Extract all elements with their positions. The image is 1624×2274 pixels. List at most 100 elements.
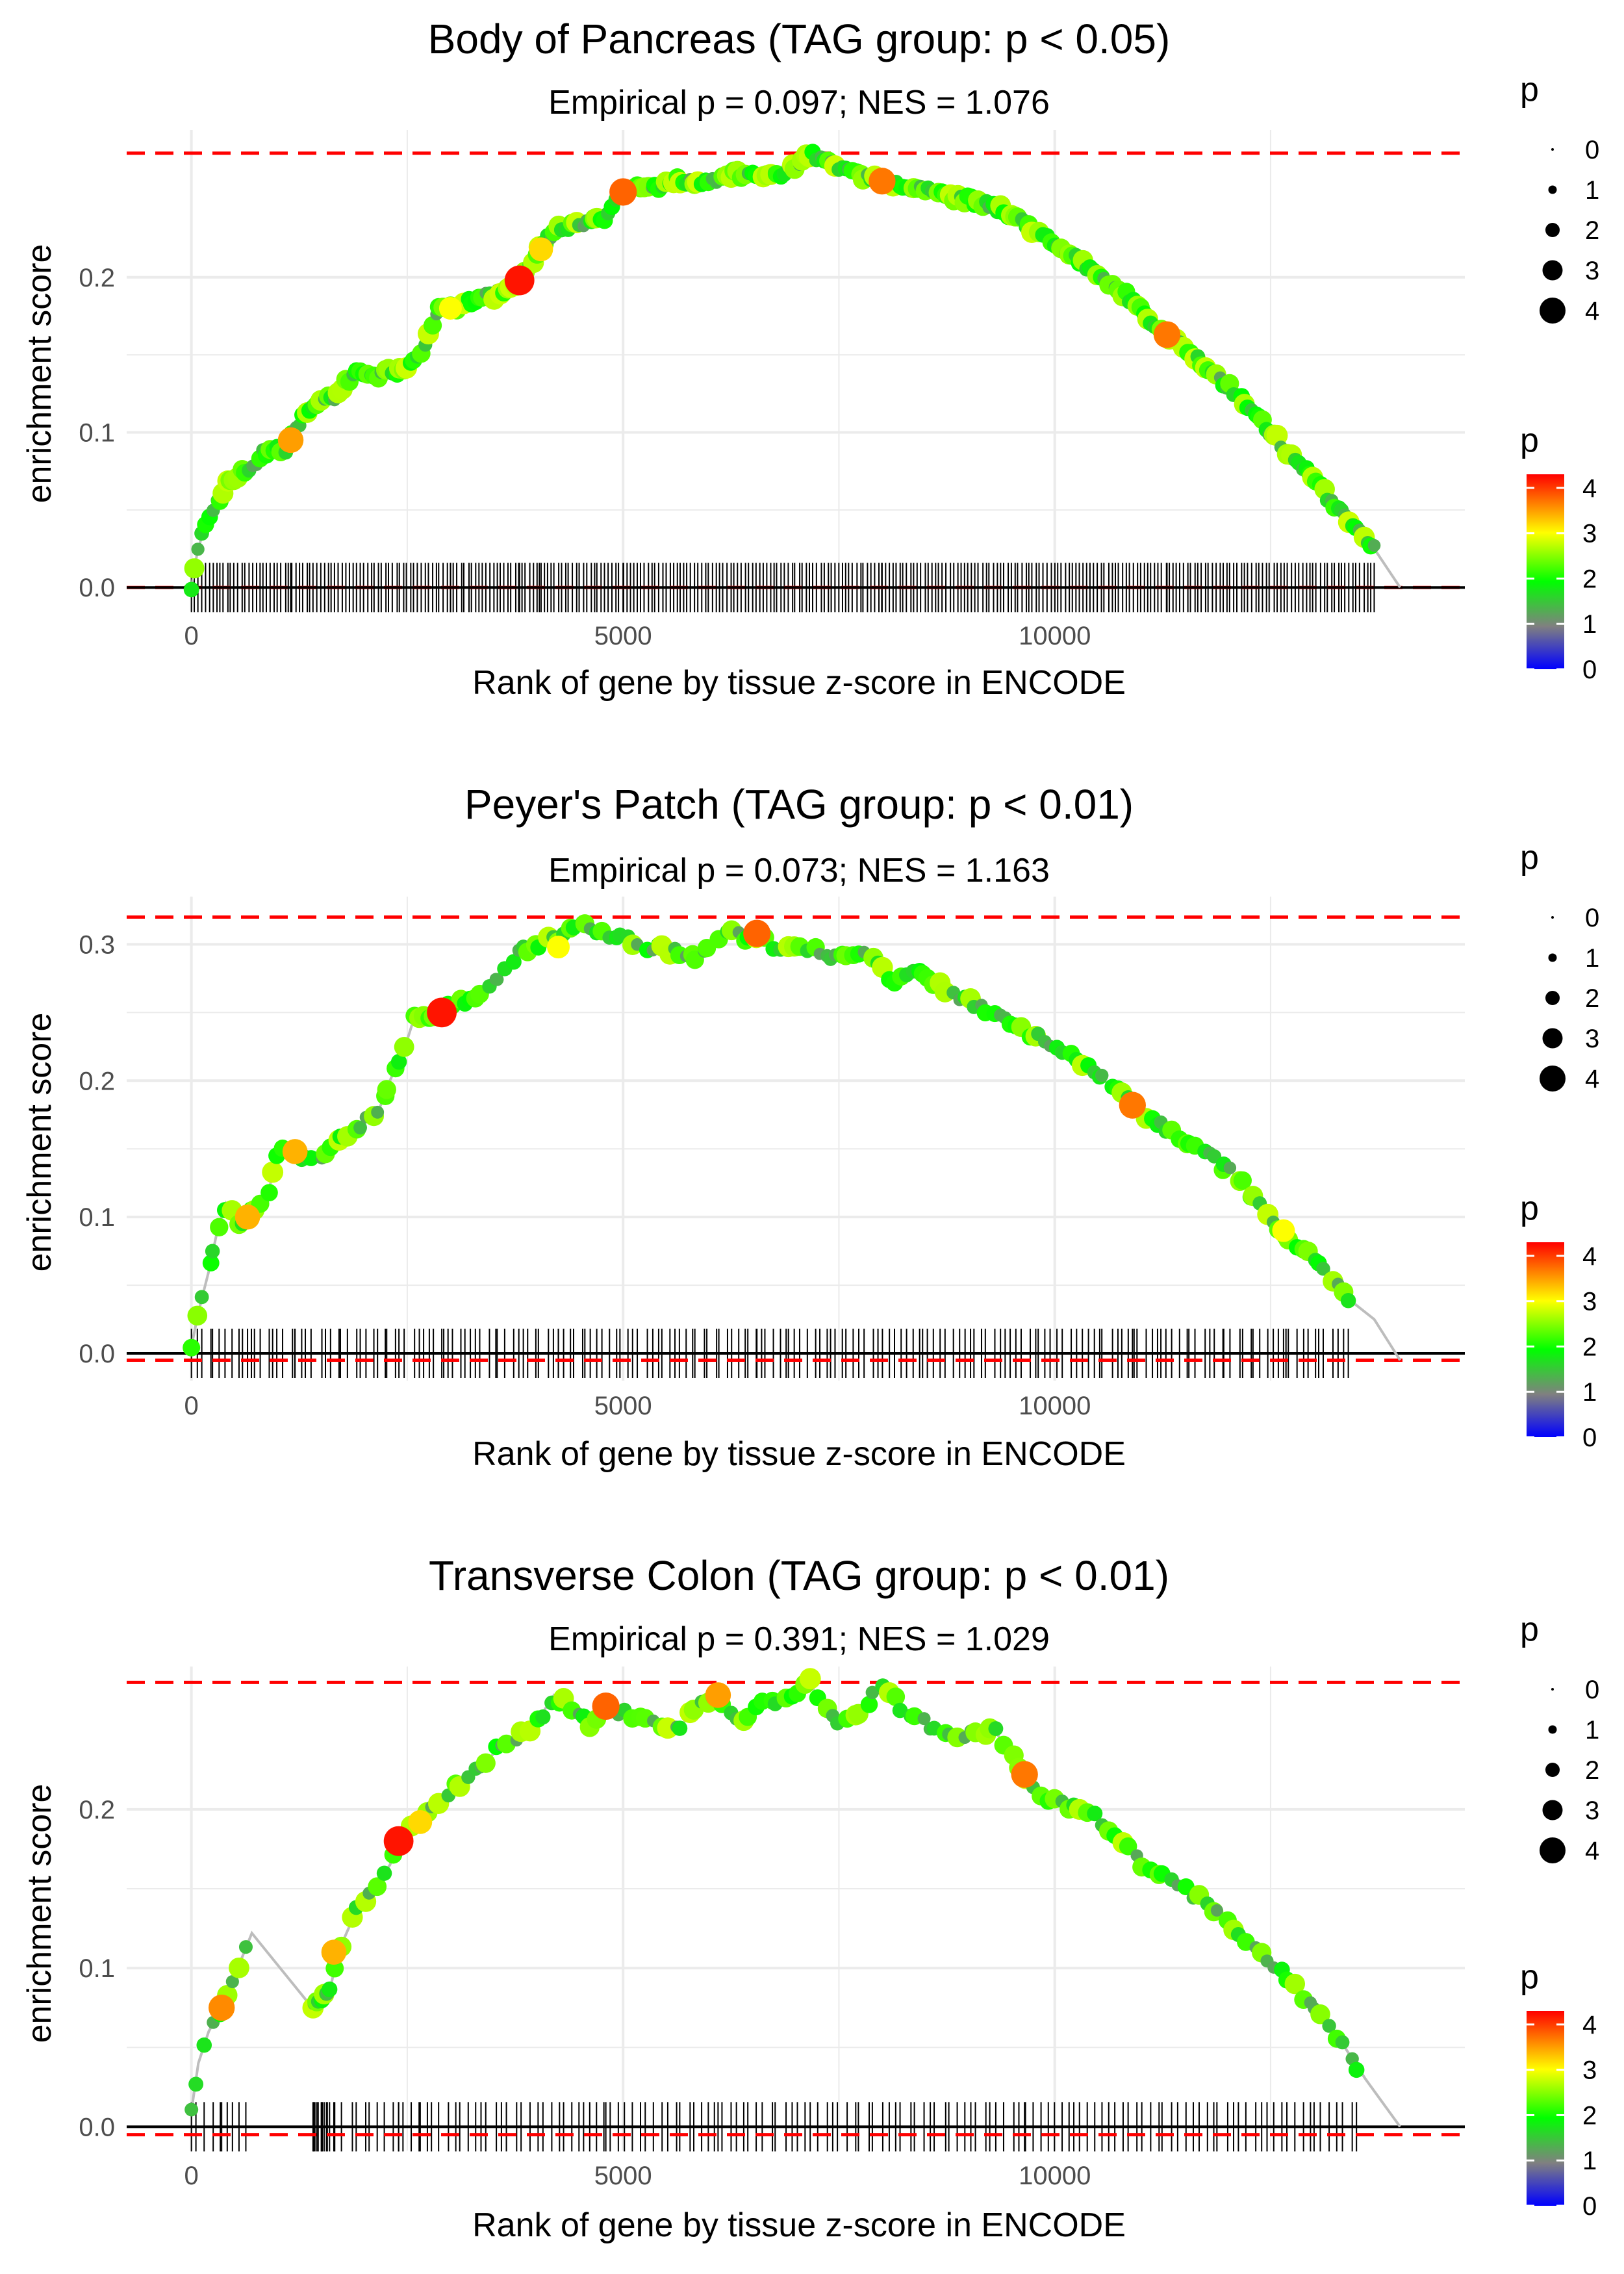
size-legend-dot — [1545, 223, 1560, 237]
gene-point — [376, 1865, 392, 1881]
gene-point-highlight — [427, 997, 457, 1028]
size-legend-dot — [1540, 1066, 1566, 1092]
gene-point — [322, 1981, 338, 1997]
panel-2: Peyer's Patch (TAG group: p < 0.01) Empi… — [21, 781, 1599, 1473]
gene-point — [394, 1036, 414, 1057]
gene-point — [505, 954, 522, 970]
gridlines — [127, 897, 1465, 1381]
colorbar-gradient — [1527, 2011, 1564, 2206]
size-legend-label: 3 — [1585, 1025, 1599, 1053]
panel-3-x-axis-title: Rank of gene by tissue z-score in ENCODE — [472, 2206, 1126, 2244]
panel-3-size-legend-title: p — [1520, 1611, 1539, 1648]
panel-1-size-legend-title: p — [1520, 71, 1539, 109]
gene-point — [353, 1121, 367, 1135]
y-tick-label: 0.2 — [79, 1796, 115, 1824]
gridlines — [127, 1667, 1465, 2151]
size-legend-dot — [1542, 260, 1563, 281]
colorbar-label: 4 — [1582, 1242, 1597, 1271]
colorbar-label: 4 — [1582, 2011, 1597, 2039]
gene-point — [210, 1218, 229, 1236]
gene-point — [262, 1161, 284, 1183]
panel-2-size-legend-title: p — [1520, 839, 1539, 876]
colorbar-label: 1 — [1582, 1378, 1597, 1407]
colorbar-label: 0 — [1582, 656, 1597, 684]
y-tick-label: 0.1 — [79, 418, 115, 447]
panel-1: Body of Pancreas (TAG group: p < 0.05) E… — [21, 16, 1599, 702]
colorbar-label: 2 — [1582, 565, 1597, 593]
gene-point-highlight — [504, 265, 535, 296]
size-legend-label: 4 — [1585, 1065, 1599, 1093]
colorbar-label: 1 — [1582, 610, 1597, 639]
gene-point — [1223, 1161, 1237, 1175]
gene-point-highlight — [321, 1939, 347, 1965]
gene-point — [205, 1244, 220, 1259]
gene-point — [202, 1255, 220, 1271]
gene-point — [1367, 539, 1381, 552]
size-legend-label: 3 — [1585, 257, 1599, 285]
colorbar-gradient — [1527, 1242, 1564, 1437]
gene-point — [476, 1753, 496, 1773]
gene-point-highlight — [705, 1682, 731, 1708]
gene-point-highlight — [547, 936, 570, 959]
panel-3-color-legend: p 0 1 2 3 4 — [1520, 1958, 1597, 2221]
size-legend-dot — [1548, 1725, 1557, 1734]
gene-point — [1322, 2019, 1336, 2033]
size-legend-label: 0 — [1585, 1676, 1599, 1704]
gene-point — [1087, 1806, 1103, 1822]
gene-point-highlight — [529, 237, 553, 262]
gene-point — [196, 2037, 212, 2053]
gene-point — [183, 1338, 201, 1357]
gene-point-highlight — [383, 1826, 414, 1856]
gene-point — [191, 543, 205, 556]
gene-point-highlight — [869, 168, 896, 195]
gene-point — [917, 1712, 931, 1726]
panel-3: Transverse Colon (TAG group: p < 0.01) E… — [21, 1552, 1599, 2244]
panel-2-title: Peyer's Patch (TAG group: p < 0.01) — [464, 781, 1134, 828]
gene-point — [1095, 1068, 1109, 1082]
gene-point — [672, 1720, 688, 1736]
gene-point — [799, 1668, 821, 1690]
size-legend-dot — [1551, 148, 1554, 151]
gene-point-highlight — [592, 1692, 620, 1720]
size-legend-label: 3 — [1585, 1796, 1599, 1825]
panel-2-colorbar: 0 1 2 3 4 — [1527, 1242, 1597, 1452]
colorbar-gradient — [1527, 474, 1564, 669]
gene-point — [988, 1721, 1004, 1736]
y-tick-label: 0.3 — [79, 930, 115, 959]
gene-point — [377, 1080, 396, 1099]
gene-point — [423, 316, 442, 335]
gene-point-highlight — [1119, 1092, 1146, 1119]
panel-1-color-legend-title: p — [1520, 422, 1539, 459]
colorbar-label: 3 — [1582, 520, 1597, 548]
size-legend-dot — [1548, 953, 1557, 962]
panel-3-plot: 0 5000 10000 0.0 0.1 0.2 — [79, 1667, 1465, 2190]
panel-1-plot: 0 5000 10000 0.0 0.1 0.2 — [79, 130, 1465, 650]
gene-point — [183, 581, 199, 598]
size-legend-dot — [1545, 991, 1560, 1005]
panel-3-size-legend: p 0 1 2 3 4 — [1520, 1611, 1599, 1865]
size-legend-label: 2 — [1585, 216, 1599, 245]
x-tick-label: 0 — [184, 1392, 199, 1420]
enrichment-points — [184, 1668, 1365, 2117]
colorbar-label: 3 — [1582, 1288, 1597, 1316]
size-legend-label: 0 — [1585, 904, 1599, 932]
gene-point — [194, 1290, 209, 1305]
gene-point — [1119, 1837, 1137, 1856]
size-legend-dot — [1545, 1763, 1560, 1777]
gene-point-highlight — [1011, 1761, 1038, 1788]
panel-2-size-legend: p 0 1 2 3 4 — [1520, 839, 1599, 1093]
y-tick-label: 0.0 — [79, 2113, 115, 2141]
panel-1-x-axis-title: Rank of gene by tissue z-score in ENCODE — [472, 664, 1126, 702]
size-legend-label: 2 — [1585, 1756, 1599, 1785]
panel-1-size-legend: p 0 1 2 3 4 — [1520, 71, 1599, 326]
y-tick-label: 0.1 — [79, 1954, 115, 1983]
gene-point — [188, 2076, 204, 2092]
y-tick-label: 0.2 — [79, 1067, 115, 1095]
gene-point — [184, 2102, 199, 2117]
size-legend-label: 1 — [1585, 176, 1599, 205]
size-legend-dot — [1542, 1800, 1563, 1820]
y-tick-label: 0.1 — [79, 1203, 115, 1232]
x-tick-label: 5000 — [594, 1392, 652, 1420]
gene-point-highlight — [743, 919, 771, 947]
panel-3-color-legend-title: p — [1520, 1958, 1539, 1996]
